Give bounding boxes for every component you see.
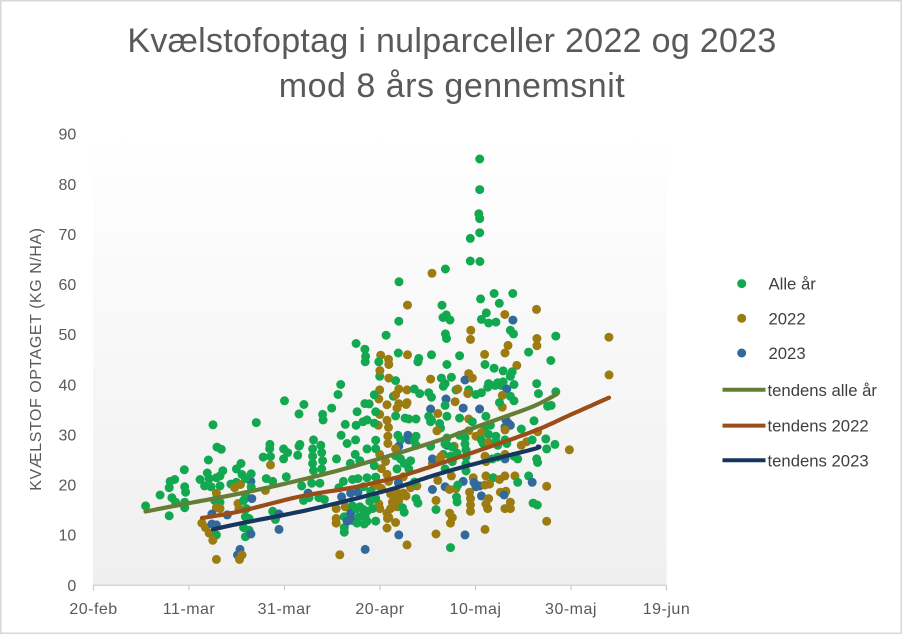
svg-text:30-maj: 30-maj bbox=[545, 601, 597, 618]
svg-text:10: 10 bbox=[59, 528, 77, 545]
svg-text:11-mar: 11-mar bbox=[163, 601, 216, 618]
svg-text:Alle år: Alle år bbox=[769, 275, 817, 294]
svg-text:20-apr: 20-apr bbox=[355, 601, 404, 618]
svg-text:tendens alle år: tendens alle år bbox=[768, 381, 878, 400]
svg-text:19-jun: 19-jun bbox=[643, 601, 690, 618]
svg-text:70: 70 bbox=[59, 227, 77, 244]
svg-text:tendens 2022: tendens 2022 bbox=[768, 417, 869, 436]
svg-text:KVÆLSTOF OPTAGET (KG N/HA): KVÆLSTOF OPTAGET (KG N/HA) bbox=[28, 227, 45, 490]
svg-text:Kvælstofoptag i nulparceller 2: Kvælstofoptag i nulparceller 2022 og 202… bbox=[127, 22, 776, 60]
svg-text:80: 80 bbox=[59, 177, 77, 194]
svg-text:0: 0 bbox=[67, 578, 76, 595]
svg-text:60: 60 bbox=[59, 277, 77, 294]
svg-text:tendens 2023: tendens 2023 bbox=[768, 451, 869, 470]
svg-text:90: 90 bbox=[59, 127, 77, 144]
svg-text:mod 8 års gennemsnit: mod 8 års gennemsnit bbox=[279, 67, 625, 105]
svg-text:31-mar: 31-mar bbox=[258, 601, 312, 618]
svg-text:20-feb: 20-feb bbox=[69, 601, 117, 618]
svg-text:30: 30 bbox=[59, 427, 77, 444]
svg-text:2023: 2023 bbox=[769, 344, 806, 363]
svg-text:10-maj: 10-maj bbox=[450, 601, 502, 618]
svg-text:20: 20 bbox=[59, 478, 77, 495]
svg-text:40: 40 bbox=[59, 377, 77, 394]
svg-text:2022: 2022 bbox=[769, 309, 806, 328]
svg-text:50: 50 bbox=[59, 327, 77, 344]
